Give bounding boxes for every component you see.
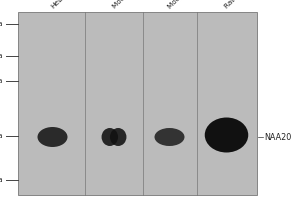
Text: HeLa: HeLa [50, 0, 67, 10]
Text: Mouse kidney: Mouse kidney [167, 0, 206, 10]
Text: 10kDa: 10kDa [0, 177, 3, 183]
Text: NAA20: NAA20 [264, 132, 291, 142]
Bar [18, 12, 256, 195]
Ellipse shape [101, 128, 118, 146]
Ellipse shape [205, 117, 248, 152]
Ellipse shape [38, 127, 68, 147]
Text: 25kDa: 25kDa [0, 78, 3, 84]
Text: 35kDa: 35kDa [0, 53, 3, 59]
Ellipse shape [110, 128, 127, 146]
Ellipse shape [154, 128, 184, 146]
Text: 40kDa: 40kDa [0, 21, 3, 27]
Text: Rat brain: Rat brain [224, 0, 251, 10]
Text: 15kDa: 15kDa [0, 133, 3, 139]
Text: Mouse brain: Mouse brain [111, 0, 146, 10]
